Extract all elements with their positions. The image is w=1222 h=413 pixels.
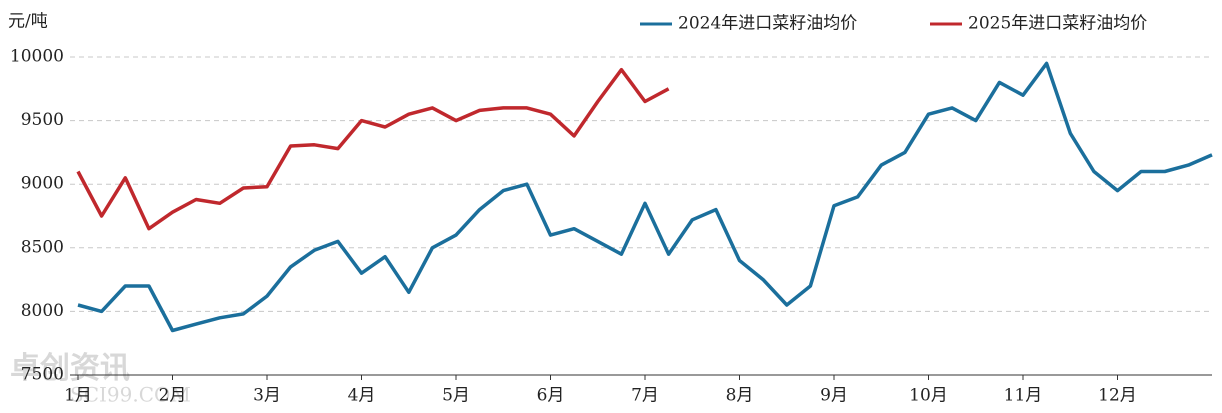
x-tick-label: 5月	[442, 386, 470, 406]
series-line	[76, 67, 670, 231]
x-tick-label: 6月	[537, 386, 565, 406]
x-tick-label: 8月	[726, 386, 754, 406]
y-tick-label: 9000	[21, 174, 64, 194]
x-tick-label: 4月	[348, 386, 376, 406]
x-tick-label: 1月	[64, 386, 92, 406]
y-tick-label: 8500	[21, 237, 64, 257]
x-tick-label: 9月	[820, 386, 848, 406]
series-line	[77, 61, 1213, 333]
x-tick-label: 2月	[159, 386, 187, 406]
y-axis-label: 元/吨	[8, 12, 48, 32]
legend-label: 2025年进口菜籽油均价	[968, 14, 1147, 34]
x-tick-label: 7月	[631, 386, 659, 406]
y-tick-label: 10000	[10, 47, 64, 67]
y-tick-label: 9500	[21, 110, 64, 130]
y-tick-label: 8000	[21, 301, 64, 321]
legend-label: 2024年进口菜籽油均价	[678, 14, 857, 34]
x-tick-label: 11月	[1004, 386, 1043, 406]
watermark: 卓创资讯	[10, 351, 130, 386]
x-tick-label: 12月	[1098, 386, 1137, 406]
watermark: SCI99.COM	[70, 383, 191, 407]
x-tick-label: 3月	[253, 386, 281, 406]
y-tick-label: 7500	[21, 365, 64, 385]
x-tick-label: 10月	[909, 386, 948, 406]
